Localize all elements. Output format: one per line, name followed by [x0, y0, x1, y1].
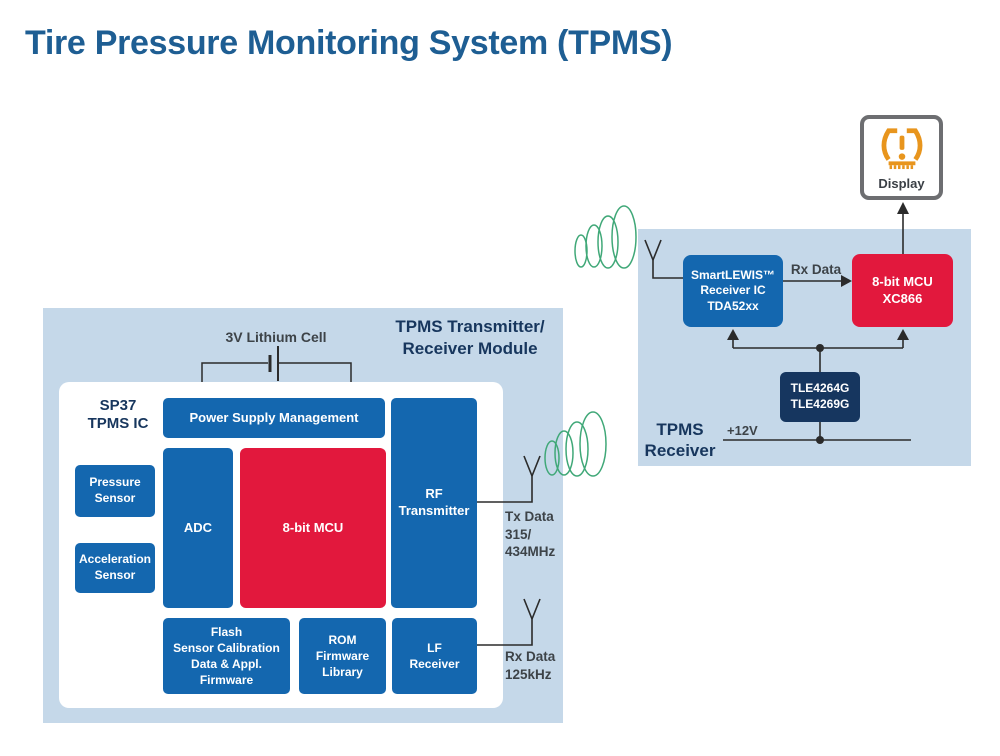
receiver-module-label: TPMS Receiver [640, 419, 720, 461]
block-label-line: TLE4269G [790, 397, 850, 411]
tx-data-line2: 315/ [505, 526, 532, 542]
block-rom: ROM Firmware Library [299, 618, 386, 694]
block-label-line: LF [427, 640, 442, 655]
block-label-line: 8-bit MCU [872, 273, 933, 289]
display-box: Display [860, 115, 943, 200]
block-pressure-sensor: Pressure Sensor [75, 465, 155, 517]
block-voltage-regulator: TLE4264G TLE4269G [780, 372, 860, 422]
block-label-line: TDA52xx [707, 298, 759, 313]
receiver-label-line1: TPMS [656, 420, 704, 439]
page-title: Tire Pressure Monitoring System (TPMS) [25, 24, 673, 62]
block-power-supply-management: Power Supply Management [163, 398, 385, 438]
transmitter-module-title-line1: TPMS Transmitter/ [395, 317, 545, 336]
block-label-line: SmartLEWIS™ [690, 267, 775, 282]
sp37-label-line2: TPMS IC [87, 415, 149, 432]
block-label-line: Receiver IC [700, 283, 766, 298]
block-label-line: Receiver [409, 657, 460, 671]
rx-radio-waves-icon [574, 205, 637, 269]
block-label: ADC [183, 519, 213, 535]
rx-data-lf-line1: Rx Data [505, 649, 556, 664]
block-receiver-mcu: 8-bit MCU XC866 [852, 254, 953, 327]
block-acceleration-sensor: Acceleration Sensor [75, 543, 155, 593]
tx-data-line1: Tx Data [505, 509, 554, 524]
receiver-label-line2: Receiver [644, 441, 716, 460]
block-label-line: Library [322, 665, 363, 680]
sp37-label-line1: SP37 [99, 397, 137, 414]
supply-12v-label: +12V [727, 423, 758, 438]
block-label-line: Flash [210, 624, 243, 639]
block-label-line: Sensor [94, 491, 136, 505]
block-label: 8-bit MCU [282, 519, 344, 535]
rx-data-label: Rx Data [790, 262, 842, 277]
block-label-line: XC866 [882, 290, 923, 306]
tx-data-line3: 434MHz [505, 544, 556, 560]
transmitter-module-title: TPMS Transmitter/ Receiver Module [380, 316, 560, 360]
block-8bit-mcu: 8-bit MCU [240, 448, 386, 608]
block-label-line: RF [425, 486, 443, 502]
block-label-line: Sensor [94, 568, 136, 582]
block-label-line: TLE4264G [790, 381, 850, 396]
block-adc: ADC [163, 448, 233, 608]
block-label-line: Acceleration [78, 552, 152, 567]
block-label-line: Firmware [199, 673, 254, 688]
block-label: Power Supply Management [189, 409, 359, 425]
block-label-line: Transmitter [398, 503, 470, 518]
sp37-ic-label: SP37 TPMS IC [78, 397, 158, 433]
battery-label: 3V Lithium Cell [225, 329, 327, 345]
block-label-line: Sensor Calibration [173, 640, 280, 655]
block-flash: Flash Sensor Calibration Data & Appl. Fi… [163, 618, 290, 694]
block-label-line: Firmware [315, 648, 370, 663]
tpms-warning-icon [881, 128, 922, 170]
rx-data-lf-label: Rx Data 125kHz [505, 648, 555, 683]
block-lf-receiver: LF Receiver [392, 618, 477, 694]
transmitter-module-title-line2: Receiver Module [402, 339, 538, 358]
block-label-line: Data & Appl. [191, 657, 262, 671]
block-smartlewis-receiver: SmartLEWIS™ Receiver IC TDA52xx [683, 255, 783, 327]
tx-data-label: Tx Data 315/ 434MHz [505, 508, 555, 561]
rx-data-lf-line2: 125kHz [505, 666, 552, 682]
block-label-line: ROM [328, 632, 357, 647]
display-label: Display [878, 176, 925, 191]
block-label-line: Pressure [89, 475, 141, 490]
block-rf-transmitter: RF Transmitter [391, 398, 477, 608]
